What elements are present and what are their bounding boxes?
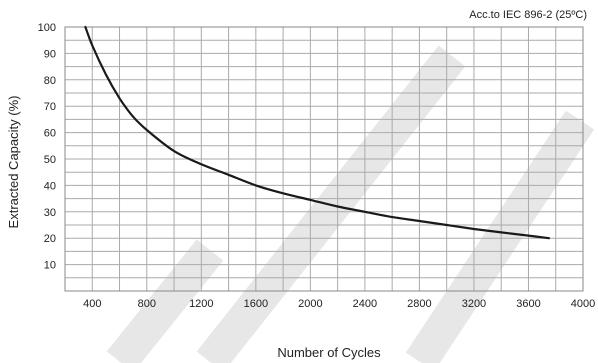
x-tick-label: 3200 — [462, 298, 486, 310]
x-tick-label: 1200 — [189, 298, 213, 310]
x-tick-label: 3600 — [516, 298, 540, 310]
y-axis-label: Extracted Capacity (%) — [6, 96, 21, 229]
series-group — [84, 25, 550, 240]
x-tick-label: 2000 — [298, 298, 322, 310]
plot-frame — [64, 26, 584, 292]
y-tick-label: 70 — [44, 101, 56, 113]
watermark-band-1 — [405, 110, 595, 363]
y-tick-label: 60 — [44, 128, 56, 140]
series-line-0 — [84, 25, 550, 240]
x-tick-label: 2400 — [353, 298, 377, 310]
watermark — [106, 45, 595, 363]
grid — [64, 26, 584, 292]
watermark-band-0 — [196, 45, 466, 363]
x-tick-label: 2800 — [407, 298, 431, 310]
y-tick-label: 80 — [44, 75, 56, 87]
x-axis-label: Number of Cycles — [277, 345, 381, 360]
x-tick-label: 4000 — [571, 298, 595, 310]
x-tick-label: 800 — [138, 298, 156, 310]
watermark-band-2 — [106, 239, 224, 363]
x-tick-labels: 400 800 1200 1600 2000 2400 2800 3200 3600 4000 — [83, 298, 595, 310]
x-tick-label: 400 — [83, 298, 101, 310]
y-tick-label: 20 — [44, 233, 56, 245]
x-tick-label: 1600 — [244, 298, 268, 310]
y-tick-label: 100 — [38, 22, 56, 34]
standard-annotation: Acc.to IEC 896-2 (25ºC) — [469, 9, 587, 21]
y-tick-label: 40 — [44, 180, 56, 192]
y-tick-label: 10 — [44, 260, 56, 272]
y-tick-label: 90 — [44, 48, 56, 60]
y-tick-labels: 10 20 30 40 50 60 70 80 90 100 — [38, 22, 56, 272]
y-tick-label: 30 — [44, 207, 56, 219]
y-tick-label: 50 — [44, 154, 56, 166]
